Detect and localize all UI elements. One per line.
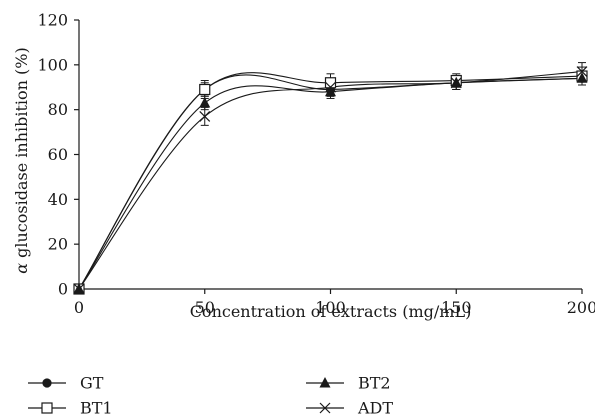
y-tick-label: 60 <box>48 145 68 164</box>
data-point-adt <box>325 81 336 93</box>
data-point-adt <box>199 110 211 122</box>
legend-item-bt1: BT1 <box>28 399 113 418</box>
x-tick-label: 50 <box>195 298 215 317</box>
data-points <box>73 66 588 295</box>
y-tick-label: 100 <box>37 55 68 74</box>
legend-marker-bt2 <box>319 377 331 388</box>
y-axis-title: α glucosidase inhibition (%) <box>12 47 31 274</box>
data-point-bt2 <box>576 72 588 83</box>
data-point-bt2 <box>325 85 336 97</box>
legend-label: BT1 <box>80 399 113 418</box>
data-point-adt <box>576 66 588 77</box>
y-ticks: 0 20 40 60 80 100 120 <box>37 11 79 299</box>
series-curve-gt <box>78 74 583 290</box>
error-bars <box>200 62 586 126</box>
legend-marker-adt <box>319 402 331 414</box>
series-curve-bt1 <box>78 72 583 290</box>
x-tick-label: 200 <box>567 298 595 317</box>
y-tick-label: 0 <box>58 280 68 299</box>
x-axis-title: Concentration of extracts (mg/mL) <box>190 302 472 321</box>
y-tick-label: 120 <box>37 11 68 30</box>
legend-marker-gt <box>42 378 52 388</box>
series-curve-adt <box>78 71 583 290</box>
legend-label: BT2 <box>358 374 391 393</box>
legend: GT BT1 BT2 ADT <box>28 374 393 418</box>
legend-label: ADT <box>357 399 393 418</box>
legend-label: GT <box>80 374 104 393</box>
x-tick-label: 100 <box>315 298 346 317</box>
series-curve-bt2 <box>78 77 583 290</box>
legend-item-gt: GT <box>28 374 104 393</box>
y-tick-label: 80 <box>48 100 68 119</box>
x-ticks: 0 50 100 150 200 <box>74 289 595 317</box>
legend-item-adt: ADT <box>306 399 393 418</box>
y-tick-label: 40 <box>48 190 68 209</box>
x-tick-label: 0 <box>74 298 84 317</box>
legend-item-bt2: BT2 <box>306 374 391 393</box>
x-tick-label: 150 <box>441 298 472 317</box>
data-point-bt2 <box>199 96 211 108</box>
data-point-bt1 <box>199 83 211 96</box>
y-tick-label: 20 <box>48 235 68 254</box>
data-point-adt <box>73 283 85 295</box>
series-curves <box>78 71 583 290</box>
legend-marker-bt1 <box>41 402 53 414</box>
data-point-adt <box>450 77 462 89</box>
